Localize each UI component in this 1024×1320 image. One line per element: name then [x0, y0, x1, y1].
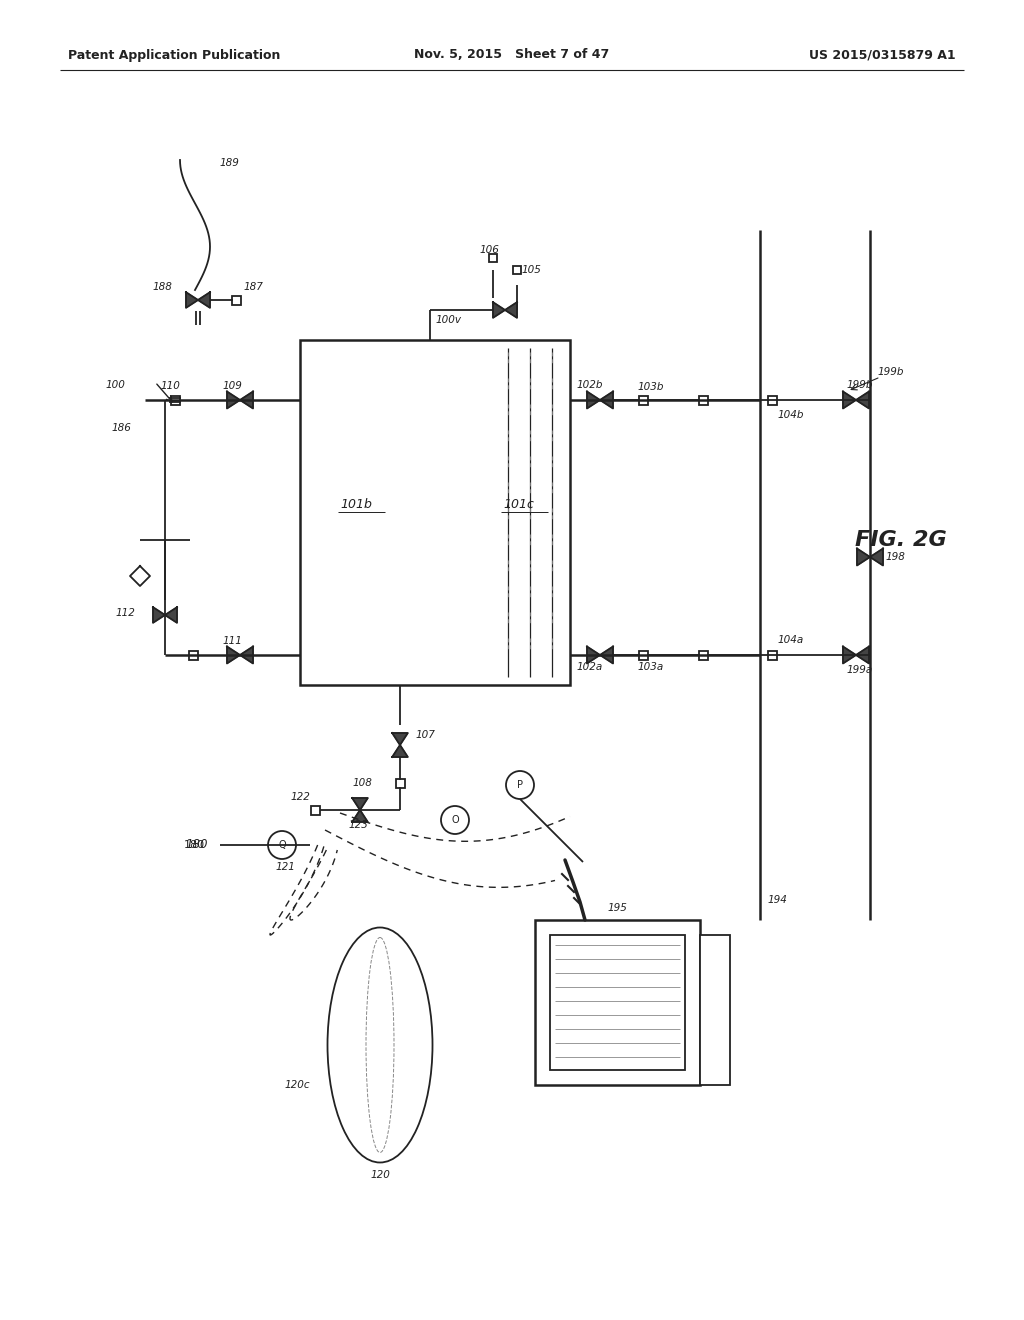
Text: 109: 109: [222, 381, 242, 391]
Text: 111: 111: [222, 636, 242, 645]
Bar: [698, 396, 708, 404]
Polygon shape: [843, 647, 856, 664]
Polygon shape: [856, 392, 869, 408]
Polygon shape: [600, 647, 613, 664]
Ellipse shape: [366, 937, 394, 1152]
Polygon shape: [227, 392, 240, 408]
Text: 102b: 102b: [577, 380, 603, 389]
Text: 194: 194: [768, 895, 787, 906]
Bar: [171, 396, 179, 404]
Bar: [231, 296, 241, 305]
Text: 102a: 102a: [577, 663, 603, 672]
Text: 199b: 199b: [847, 380, 873, 389]
Polygon shape: [198, 292, 210, 308]
Polygon shape: [857, 549, 870, 565]
Polygon shape: [352, 799, 368, 810]
Polygon shape: [240, 647, 253, 664]
Polygon shape: [186, 292, 198, 308]
Polygon shape: [392, 744, 408, 756]
Text: 199b: 199b: [878, 367, 904, 378]
Text: 103a: 103a: [638, 663, 665, 672]
Polygon shape: [587, 392, 600, 408]
Bar: [489, 253, 497, 261]
Bar: [700, 935, 730, 1085]
Text: 189: 189: [220, 158, 240, 168]
Text: 112: 112: [115, 609, 135, 618]
Text: 104b: 104b: [778, 411, 805, 420]
Bar: [188, 651, 198, 660]
Text: 195: 195: [607, 903, 627, 913]
Polygon shape: [227, 647, 240, 664]
Bar: [639, 396, 647, 404]
Bar: [550, 935, 685, 1071]
Polygon shape: [240, 392, 253, 408]
Bar: [513, 267, 521, 275]
Text: 101b: 101b: [340, 499, 372, 511]
Text: 107: 107: [415, 730, 435, 741]
Bar: [535, 920, 700, 1085]
Text: 188: 188: [153, 282, 172, 292]
Text: 121: 121: [275, 862, 295, 873]
Text: 106: 106: [480, 246, 500, 255]
Polygon shape: [856, 647, 869, 664]
Text: 101c: 101c: [503, 499, 534, 511]
Polygon shape: [600, 392, 613, 408]
Text: 198: 198: [885, 552, 905, 562]
Polygon shape: [587, 647, 600, 664]
Polygon shape: [493, 302, 505, 318]
Text: 122: 122: [290, 792, 310, 803]
Bar: [395, 779, 404, 788]
Bar: [639, 651, 647, 660]
Text: 123: 123: [348, 820, 368, 830]
Text: 187: 187: [243, 282, 263, 292]
Text: 120: 120: [370, 1170, 390, 1180]
Text: 108: 108: [352, 777, 372, 788]
Text: O: O: [452, 814, 459, 825]
Polygon shape: [870, 549, 883, 565]
Text: 180: 180: [185, 838, 208, 851]
Text: 100: 100: [105, 380, 125, 389]
Polygon shape: [153, 607, 165, 623]
Bar: [768, 651, 776, 660]
Polygon shape: [352, 810, 368, 822]
Bar: [300, 341, 570, 685]
Text: 180: 180: [184, 840, 205, 850]
Text: 103b: 103b: [638, 381, 665, 392]
Bar: [310, 805, 319, 814]
Text: 199a: 199a: [847, 665, 873, 675]
Text: Patent Application Publication: Patent Application Publication: [68, 49, 281, 62]
Text: 120c: 120c: [285, 1080, 310, 1090]
Polygon shape: [165, 607, 177, 623]
Text: 104a: 104a: [778, 635, 804, 645]
Polygon shape: [843, 392, 856, 408]
Text: 105: 105: [522, 265, 542, 275]
Text: 100v: 100v: [435, 315, 461, 325]
Text: P: P: [517, 780, 523, 789]
Polygon shape: [505, 302, 517, 318]
Text: 186: 186: [112, 422, 132, 433]
Text: 110: 110: [160, 381, 180, 391]
Ellipse shape: [328, 928, 432, 1163]
Text: US 2015/0315879 A1: US 2015/0315879 A1: [809, 49, 956, 62]
Text: FIG. 2G: FIG. 2G: [855, 531, 947, 550]
Bar: [698, 651, 708, 660]
Text: Q: Q: [279, 840, 286, 850]
Bar: [768, 396, 776, 404]
Polygon shape: [392, 733, 408, 744]
Text: Nov. 5, 2015   Sheet 7 of 47: Nov. 5, 2015 Sheet 7 of 47: [415, 49, 609, 62]
